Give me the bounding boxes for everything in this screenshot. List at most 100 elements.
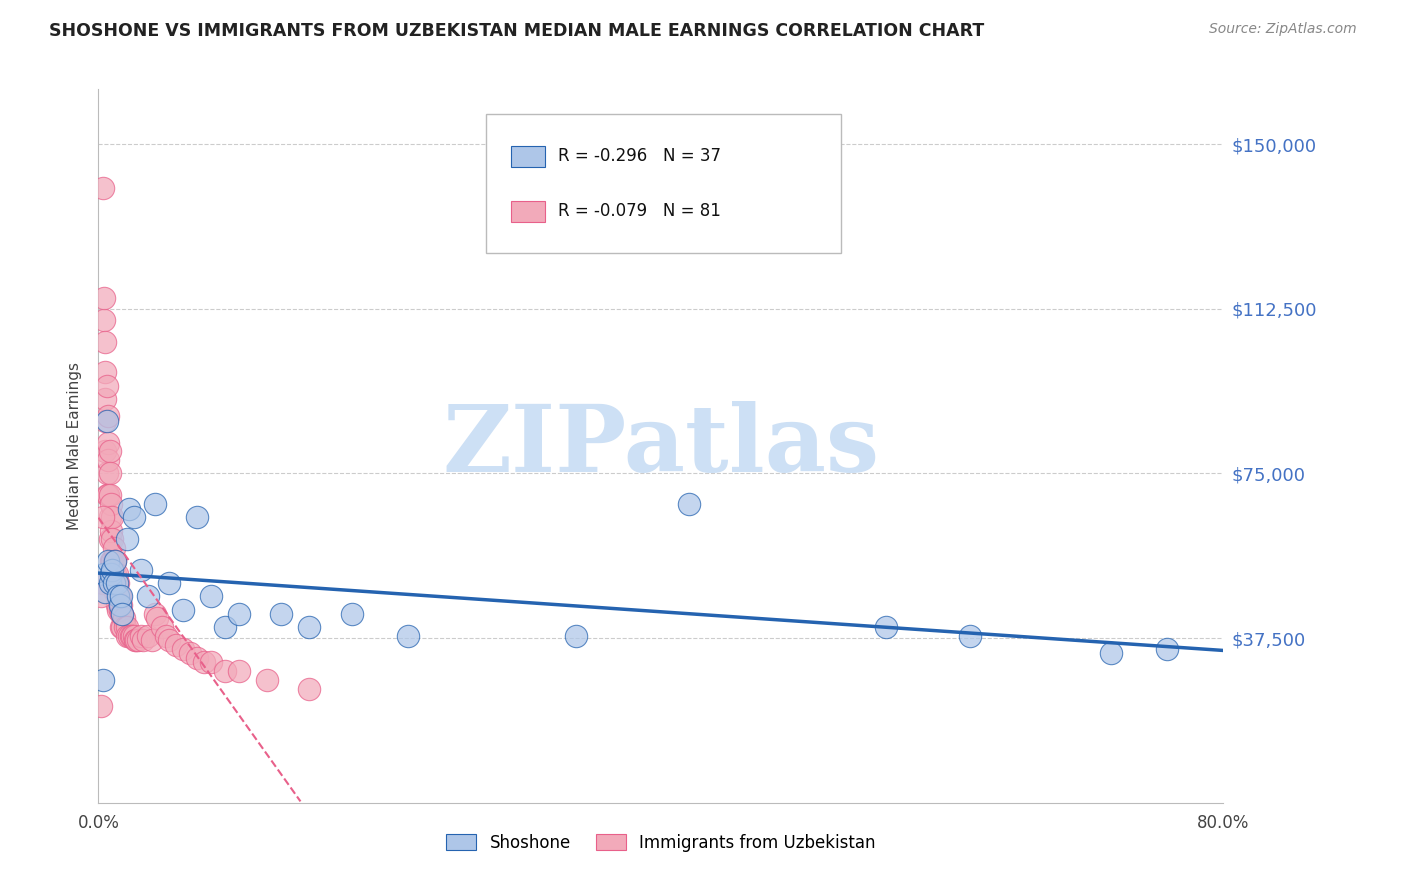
Text: SHOSHONE VS IMMIGRANTS FROM UZBEKISTAN MEDIAN MALE EARNINGS CORRELATION CHART: SHOSHONE VS IMMIGRANTS FROM UZBEKISTAN M… [49,22,984,40]
Point [146,611,169,625]
Point [298,620,321,634]
Text: Source: ZipAtlas.com: Source: ZipAtlas.com [1209,22,1357,37]
Point [105,567,128,582]
Point [93,312,115,326]
Point [107,576,129,591]
Point [122,510,145,524]
Point [143,497,166,511]
Point [200,655,222,669]
Point [110,607,132,621]
Point [155,629,177,643]
Point [97,453,120,467]
Point [214,620,236,634]
Point [105,598,128,612]
Point [93,291,115,305]
Point [256,673,278,687]
Point [94,392,117,406]
Point [111,620,134,634]
Point [214,664,236,678]
Point [98,576,121,591]
Point [143,607,166,621]
Point [118,629,141,643]
Text: ZIPatlas: ZIPatlas [443,401,879,491]
Point [120,629,142,643]
Point [127,633,149,648]
FancyBboxPatch shape [486,114,841,253]
Point [165,638,187,652]
Point [298,681,321,696]
Point [104,567,127,582]
Point [101,510,124,524]
Point [132,633,155,648]
Point [112,611,135,625]
Point [104,554,127,568]
Point [103,576,125,591]
Point [91,673,114,687]
Point [100,567,122,582]
Point [103,554,125,568]
Point [118,501,141,516]
Point [103,541,125,555]
Point [103,576,125,591]
Text: R = -0.296   N = 37: R = -0.296 N = 37 [558,147,721,165]
Point [172,602,194,616]
Point [98,444,121,458]
Point [96,378,118,392]
Point [108,598,131,612]
Point [94,585,117,599]
Point [105,576,128,591]
Point [129,629,152,643]
Point [115,533,138,547]
FancyBboxPatch shape [512,145,546,167]
Point [129,563,152,577]
Point [200,590,222,604]
Point [98,488,121,502]
Text: R = -0.079   N = 81: R = -0.079 N = 81 [558,202,721,220]
Point [104,554,127,568]
Point [110,598,132,612]
Point [179,647,201,661]
Point [114,620,136,634]
Point [104,585,127,599]
Point [110,590,132,604]
Point [565,629,588,643]
Point [91,510,114,524]
Point [96,414,118,428]
Point [141,633,163,648]
Point [96,488,118,502]
Point [186,651,208,665]
Point [91,181,114,195]
Point [115,629,138,643]
Point [98,533,121,547]
Point [136,629,159,643]
Point [108,602,131,616]
Point [100,554,122,568]
Point [115,620,138,634]
Point [90,590,112,604]
Point [101,567,124,582]
Point [101,576,124,591]
Point [1156,642,1178,657]
Point [97,435,120,450]
Point [678,497,700,511]
Point [96,467,118,481]
Point [157,633,180,648]
Point [94,366,117,380]
Point [150,620,173,634]
Point [193,655,215,669]
Point [340,607,363,621]
Point [157,576,180,591]
Point [875,620,897,634]
Point [105,576,128,591]
Point [125,633,148,648]
Point [111,607,134,621]
Point [396,629,419,643]
Point [107,590,129,604]
Point [90,699,112,714]
Point [108,590,131,604]
Point [98,510,121,524]
Y-axis label: Median Male Earnings: Median Male Earnings [67,362,83,530]
Point [101,563,124,577]
Point [101,533,124,547]
Legend: Shoshone, Immigrants from Uzbekistan: Shoshone, Immigrants from Uzbekistan [440,828,882,859]
